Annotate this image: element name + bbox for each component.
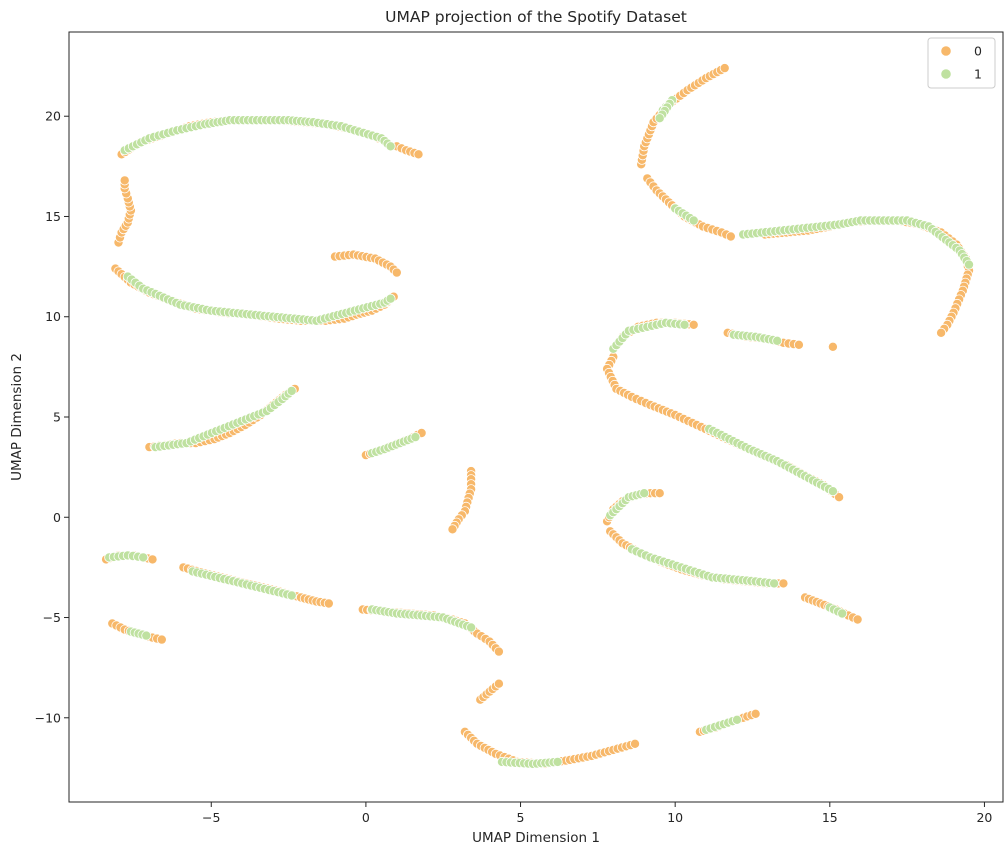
legend-box xyxy=(927,37,996,89)
data-point xyxy=(772,335,783,346)
x-tick-label: 20 xyxy=(976,810,992,825)
data-point xyxy=(688,215,699,226)
data-point xyxy=(827,486,838,497)
data-point xyxy=(323,598,334,609)
data-point xyxy=(793,339,804,350)
data-point xyxy=(837,608,848,619)
data-point xyxy=(964,259,975,270)
data-point xyxy=(688,319,699,330)
series-1 xyxy=(104,95,975,769)
x-tick-label: 10 xyxy=(667,810,683,825)
legend-label-1: 1 xyxy=(974,67,982,82)
y-axis-label: UMAP Dimension 2 xyxy=(9,353,25,481)
y-axis: −10 −5 0 5 10 15 20 xyxy=(35,109,69,725)
data-point xyxy=(630,738,641,749)
data-point xyxy=(852,614,863,625)
data-point xyxy=(725,231,736,242)
legend-marker-1 xyxy=(940,68,952,80)
data-point xyxy=(834,492,845,503)
data-point xyxy=(679,319,690,330)
y-tick-label: 20 xyxy=(45,109,61,124)
y-tick-label: 10 xyxy=(45,309,61,324)
data-point xyxy=(286,385,297,396)
data-point xyxy=(719,63,730,74)
data-point xyxy=(639,488,650,499)
x-tick-label: −5 xyxy=(202,810,220,825)
data-point xyxy=(138,552,149,563)
data-point xyxy=(156,634,167,645)
data-point xyxy=(147,554,158,565)
y-tick-label: 15 xyxy=(45,209,61,224)
legend-marker-0 xyxy=(940,45,952,57)
y-tick-label: −5 xyxy=(43,610,61,625)
data-point xyxy=(493,646,504,657)
data-point xyxy=(654,488,665,499)
data-point xyxy=(286,590,297,601)
data-point xyxy=(410,432,421,443)
data-point xyxy=(413,149,424,160)
legend: 0 1 xyxy=(927,37,996,89)
data-point xyxy=(654,113,665,124)
x-tick-label: 15 xyxy=(822,810,838,825)
data-point xyxy=(778,578,789,589)
data-point xyxy=(119,175,130,186)
x-axis-label: UMAP Dimension 1 xyxy=(472,830,600,846)
data-point xyxy=(493,678,504,689)
data-point xyxy=(769,578,780,589)
points-layer xyxy=(101,63,975,769)
data-point xyxy=(936,327,947,338)
x-tick-label: 5 xyxy=(517,810,525,825)
y-tick-label: −10 xyxy=(35,710,61,725)
data-point xyxy=(385,293,396,304)
data-point xyxy=(827,341,838,352)
data-point xyxy=(552,756,563,767)
y-tick-label: 0 xyxy=(53,510,61,525)
data-point xyxy=(391,267,402,278)
data-point xyxy=(732,714,743,725)
legend-label-0: 0 xyxy=(974,44,982,59)
data-point xyxy=(466,622,477,633)
data-point xyxy=(141,630,152,641)
data-point xyxy=(447,524,458,535)
x-axis: −5 0 5 10 15 20 xyxy=(202,802,992,825)
y-tick-label: 5 xyxy=(53,410,61,425)
data-point xyxy=(750,708,761,719)
data-point xyxy=(385,141,396,152)
x-tick-label: 0 xyxy=(362,810,370,825)
chart-title: UMAP projection of the Spotify Dataset xyxy=(385,8,687,26)
